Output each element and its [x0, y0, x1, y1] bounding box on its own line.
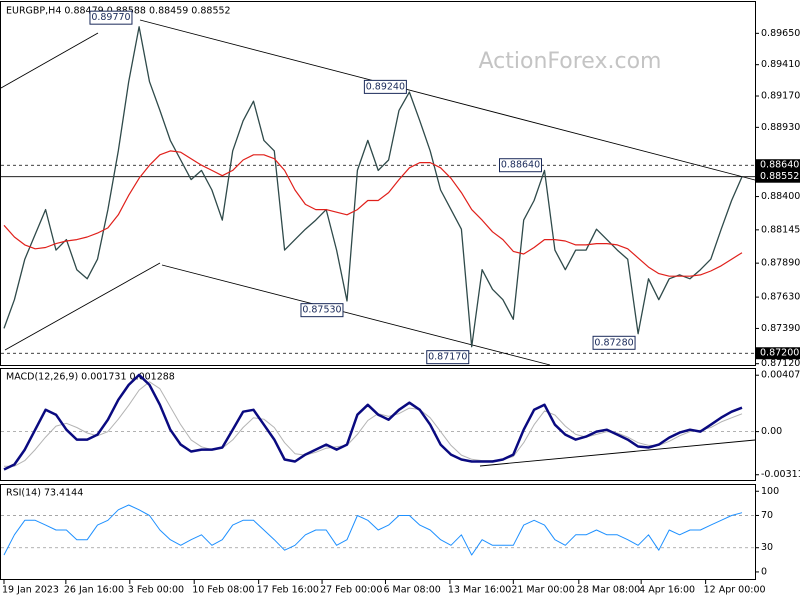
- y-tick-label: 0.88145: [761, 224, 800, 235]
- macd-title: MACD(12,26,9) 0.001731 0.001288: [6, 372, 175, 383]
- trend-line: [139, 19, 756, 181]
- y-tick-label: 0.87890: [761, 258, 800, 269]
- trend-line: [4, 262, 161, 351]
- annotation-box: [499, 158, 543, 173]
- annotation-label: 0.89240: [366, 81, 405, 92]
- y-tick-label: 100: [761, 486, 779, 497]
- y-tick-label: 70: [761, 510, 773, 521]
- price-level-label: 0.88640: [760, 160, 799, 171]
- x-tick-label: 13 Mar 16:00: [448, 585, 511, 596]
- y-tick-label: 30: [761, 542, 773, 553]
- y-tick-label: 0.00: [761, 426, 782, 437]
- price-level-label: 0.87200: [760, 348, 799, 359]
- y-tick-label: 0.89650: [761, 28, 800, 39]
- annotation-box: [300, 303, 344, 318]
- rsi-title: RSI(14) 73.4144: [6, 488, 83, 499]
- x-tick-label: 6 Mar 08:00: [383, 585, 440, 596]
- y-tick-label: 0.88930: [761, 122, 800, 133]
- price-level-marker: [756, 347, 800, 360]
- x-tick-label: 4 Apr 16:00: [639, 585, 695, 596]
- annotation-label: 0.87170: [428, 352, 467, 363]
- y-tick-label: 0.87390: [761, 323, 800, 334]
- series-line: [3, 504, 743, 556]
- y-tick-label: 0.89410: [761, 59, 800, 70]
- y-tick-label: 0.89170: [761, 91, 800, 102]
- price-panel: [0, 1, 756, 366]
- series-line: [4, 381, 743, 467]
- y-tick-label: -0.003119: [761, 469, 800, 480]
- trend-lines: [0, 19, 756, 467]
- annotation-label: 0.88640: [501, 160, 540, 171]
- x-tick-label: 19 Jan 2023: [2, 585, 59, 596]
- annotation-label: 0.89770: [91, 12, 130, 23]
- trend-line: [0, 32, 99, 89]
- price-level-label: 0.88552: [760, 171, 799, 182]
- y-tick-label: 0.004078: [761, 370, 800, 381]
- annotation-label: 0.87280: [594, 337, 633, 348]
- y-tick-label: 0: [761, 566, 767, 577]
- x-tick-label: 28 Mar 08:00: [577, 585, 640, 596]
- series-line: [3, 26, 743, 348]
- x-tick-label: 10 Feb 08:00: [192, 585, 254, 596]
- annotation-label: 0.87530: [302, 305, 341, 316]
- watermark: ActionForex.com: [479, 49, 662, 74]
- trend-line: [479, 439, 756, 467]
- macd-panel: [0, 368, 756, 481]
- y-tick-label: 0.87120: [761, 358, 800, 369]
- rsi-panel: [0, 484, 756, 580]
- annotation-box: [89, 10, 133, 25]
- series-line: [3, 150, 743, 277]
- series-line: [3, 373, 743, 471]
- y-tick-label: 0.87630: [761, 292, 800, 303]
- price-level-marker: [756, 159, 800, 172]
- annotation-box: [592, 335, 636, 350]
- price-level-marker: [756, 170, 800, 183]
- x-tick-label: 27 Feb 00:00: [320, 585, 382, 596]
- x-tick-label: 3 Feb 00:00: [128, 585, 184, 596]
- annotation-box: [363, 79, 407, 94]
- y-tick-label: 0.88400: [761, 191, 800, 202]
- x-tick-label: 17 Feb 16:00: [257, 585, 319, 596]
- annotation-box: [426, 350, 470, 365]
- x-tick-label: 12 Apr 00:00: [704, 585, 766, 596]
- x-tick-label: 26 Jan 16:00: [64, 585, 124, 596]
- x-tick-label: 21 Mar 00:00: [511, 585, 574, 596]
- trend-line: [161, 264, 551, 366]
